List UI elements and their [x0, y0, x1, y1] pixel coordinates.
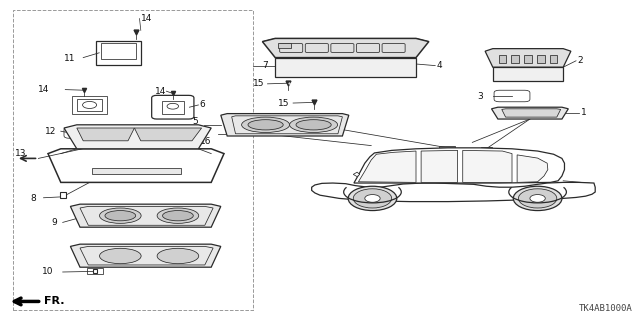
Bar — [77, 99, 102, 111]
Ellipse shape — [248, 120, 283, 130]
Text: 16: 16 — [200, 137, 211, 146]
Circle shape — [518, 189, 557, 208]
Polygon shape — [358, 151, 416, 182]
Polygon shape — [492, 107, 568, 119]
Circle shape — [530, 195, 545, 202]
Bar — [72, 96, 108, 114]
Bar — [161, 101, 184, 114]
Ellipse shape — [157, 208, 199, 223]
Polygon shape — [77, 128, 134, 141]
Polygon shape — [64, 125, 211, 149]
Circle shape — [513, 186, 562, 211]
Text: 7: 7 — [262, 61, 268, 70]
Polygon shape — [275, 58, 416, 77]
Polygon shape — [134, 128, 202, 141]
Polygon shape — [353, 172, 360, 177]
Bar — [550, 55, 557, 63]
Circle shape — [353, 189, 392, 208]
Polygon shape — [221, 114, 349, 136]
Text: 1: 1 — [580, 108, 586, 117]
Bar — [537, 55, 545, 63]
Text: 13: 13 — [15, 149, 27, 158]
Polygon shape — [502, 109, 561, 117]
Bar — [376, 61, 398, 74]
Polygon shape — [421, 150, 458, 182]
Bar — [524, 55, 532, 63]
Polygon shape — [485, 49, 571, 67]
Bar — [511, 55, 519, 63]
Bar — [520, 69, 536, 79]
Ellipse shape — [100, 208, 141, 223]
Text: 2: 2 — [577, 56, 583, 65]
Ellipse shape — [90, 130, 118, 139]
Polygon shape — [354, 148, 564, 183]
Text: 8: 8 — [31, 194, 36, 203]
Text: TK4AB1000A: TK4AB1000A — [579, 304, 632, 313]
Text: 15: 15 — [278, 99, 290, 108]
Bar — [101, 43, 136, 59]
Bar — [280, 61, 303, 74]
Text: 9: 9 — [51, 218, 57, 227]
Bar — [499, 55, 506, 63]
Bar — [312, 61, 334, 74]
Ellipse shape — [511, 110, 549, 116]
Circle shape — [365, 195, 380, 202]
Bar — [498, 69, 514, 79]
Text: 14: 14 — [38, 85, 50, 94]
Polygon shape — [517, 155, 548, 182]
Polygon shape — [312, 182, 595, 202]
Bar — [344, 61, 367, 74]
Text: 11: 11 — [64, 54, 76, 63]
Polygon shape — [70, 204, 221, 227]
Bar — [543, 69, 558, 79]
Text: 14: 14 — [155, 87, 166, 96]
Text: 6: 6 — [200, 100, 205, 109]
Bar — [278, 43, 291, 48]
Polygon shape — [463, 150, 512, 182]
Ellipse shape — [152, 130, 181, 139]
Ellipse shape — [163, 211, 193, 221]
Text: 14: 14 — [141, 14, 153, 23]
Text: 4: 4 — [436, 61, 442, 70]
Bar — [481, 147, 492, 150]
Text: FR.: FR. — [44, 296, 64, 307]
Text: 3: 3 — [477, 92, 483, 100]
Ellipse shape — [105, 211, 136, 221]
Bar — [96, 41, 141, 65]
Bar — [86, 268, 102, 274]
Ellipse shape — [290, 117, 338, 132]
Bar — [439, 146, 455, 150]
Text: 15: 15 — [253, 79, 264, 88]
Ellipse shape — [296, 120, 332, 130]
Polygon shape — [262, 38, 429, 58]
Bar — [92, 168, 181, 174]
Ellipse shape — [241, 117, 289, 132]
Polygon shape — [493, 67, 563, 81]
Text: 10: 10 — [42, 268, 53, 276]
Text: 12: 12 — [45, 127, 56, 136]
Circle shape — [348, 186, 397, 211]
Ellipse shape — [157, 248, 199, 264]
Polygon shape — [70, 244, 221, 267]
Text: 5: 5 — [192, 117, 198, 126]
Ellipse shape — [100, 248, 141, 264]
